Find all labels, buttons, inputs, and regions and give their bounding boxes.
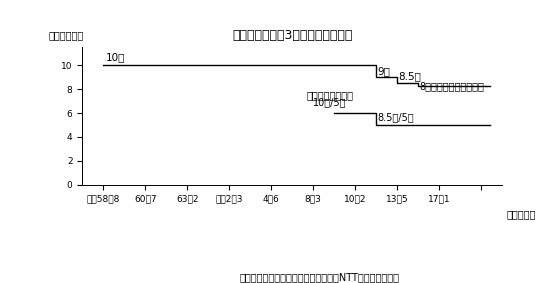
Text: 10円: 10円 (105, 52, 125, 62)
Title: 市内通話　昼間3分当たりの通話料: 市内通話 昼間3分当たりの通話料 (232, 29, 353, 42)
Text: （年・月）: （年・月） (506, 210, 536, 220)
Text: 10円/5分: 10円/5分 (314, 98, 347, 108)
Text: 9円: 9円 (377, 66, 390, 76)
Text: （料金：円）: （料金：円） (48, 30, 84, 40)
Text: （タイムプラス）: （タイムプラス） (307, 91, 354, 100)
Text: 8円（プラチナライン）: 8円（プラチナライン） (419, 81, 484, 91)
Text: 8.5円: 8.5円 (398, 71, 421, 81)
Text: 8.5円/5分: 8.5円/5分 (377, 113, 414, 123)
Text: 社団法人電気通信事業者協会資料及びNTT資料により作成: 社団法人電気通信事業者協会資料及びNTT資料により作成 (240, 272, 399, 282)
